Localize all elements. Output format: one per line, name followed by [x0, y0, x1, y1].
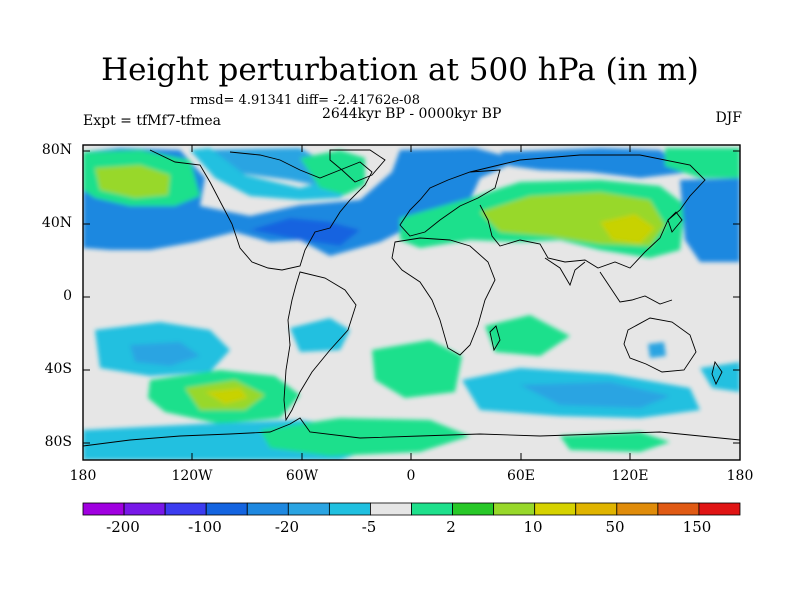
contour-region-satlantic-positive	[372, 340, 462, 398]
lat-label-80n: 80N	[41, 142, 72, 158]
lat-label-40s: 40S	[44, 361, 72, 377]
lon-label-120e: 120E	[611, 468, 649, 484]
period-text: 2644kyr BP - 0000kyr BP	[322, 106, 502, 122]
colorbar-label-6: 50	[605, 518, 625, 536]
coastline-se-asia	[599, 271, 673, 305]
colorbar-swatch	[370, 502, 412, 516]
colorbar-swatch	[657, 502, 700, 516]
coastline-north-america	[149, 149, 373, 271]
contour-region-npacific-core	[95, 165, 170, 198]
colorbar-label-2: -20	[274, 518, 300, 536]
coastline-africa	[391, 237, 496, 356]
colorbar-swatch	[575, 502, 618, 516]
lat-label-0: 0	[63, 288, 72, 304]
colorbar	[82, 502, 741, 516]
colorbar-swatch	[534, 502, 577, 516]
colorbar-swatch	[411, 502, 453, 516]
coastline-south-america	[283, 271, 357, 422]
lon-label-120w: 120W	[171, 468, 213, 484]
contour-region-npacific-east-negative	[680, 178, 740, 262]
contour-region-arctic-cyan	[190, 148, 355, 200]
colorbar-swatch	[205, 502, 248, 516]
coastline-greenland	[329, 149, 386, 183]
lat-label-80s: 80S	[44, 434, 72, 450]
contour-region-north-negative-inner	[250, 218, 360, 246]
colorbar-swatch	[82, 502, 125, 516]
contour-region-ne-corner-positive	[665, 148, 740, 178]
contour-region-southern-ocean-positive	[260, 418, 470, 456]
lon-label-60e: 60E	[506, 468, 536, 484]
contour-region-indian-positive	[485, 315, 570, 356]
coastline-india	[544, 257, 586, 287]
contour-region-antarctic-positive-east	[560, 432, 670, 452]
colorbar-swatch	[493, 502, 536, 516]
contour-field	[83, 148, 740, 460]
contour-region-eurasia-peak	[600, 214, 655, 244]
contour-region-indian-negative-core	[520, 382, 670, 408]
map-title: Height perturbation at 500 hPa (in m)	[101, 52, 699, 88]
colorbar-swatch	[123, 502, 166, 516]
coastline-new-zealand	[711, 360, 723, 386]
axis-ticks	[82, 145, 741, 460]
colorbar-swatch	[164, 502, 207, 516]
coastline-europe	[399, 169, 501, 237]
contour-region-sepac-peak	[205, 388, 248, 404]
coastline-japan	[667, 211, 683, 233]
contour-region-australia-negative	[648, 342, 666, 358]
lon-label-0: 0	[406, 468, 416, 484]
contour-region-spacific-negative-core	[130, 342, 200, 366]
contour-region-satlantic-negative	[290, 318, 350, 352]
colorbar-label-1: -100	[188, 518, 222, 536]
lon-label-180e: 180	[726, 468, 754, 484]
colorbar-swatch	[616, 502, 659, 516]
stats-text: rmsd= 4.91341 diff= -2.41762e-08	[190, 93, 420, 108]
colorbar-label-3: -5	[361, 518, 377, 536]
coastline-madagascar	[489, 325, 501, 352]
colorbar-label-4: 2	[446, 518, 456, 536]
colorbar-label-5: 10	[523, 518, 543, 536]
coastlines	[83, 149, 740, 447]
coastline-asia	[469, 154, 706, 269]
coastline-australia	[623, 317, 697, 373]
colorbar-swatch	[246, 502, 289, 516]
contour-region-arctic-negative	[200, 148, 330, 185]
colorbar-swatch	[328, 502, 371, 516]
season-label: DJF	[715, 110, 742, 126]
colorbar-swatch	[287, 502, 330, 516]
coastline-antarctica	[83, 417, 740, 447]
colorbar-swatch	[452, 502, 495, 516]
colorbar-label-0: -200	[106, 518, 140, 536]
lon-label-180w: 180	[69, 468, 97, 484]
colorbar-swatch	[698, 502, 741, 516]
experiment-label: Expt = tfMf7-tfmea	[83, 113, 222, 129]
lat-label-40n: 40N	[41, 215, 72, 231]
colorbar-label-7: 150	[682, 518, 712, 536]
contour-region-natlantic-positive	[300, 150, 365, 195]
lon-label-60w: 60W	[285, 468, 319, 484]
